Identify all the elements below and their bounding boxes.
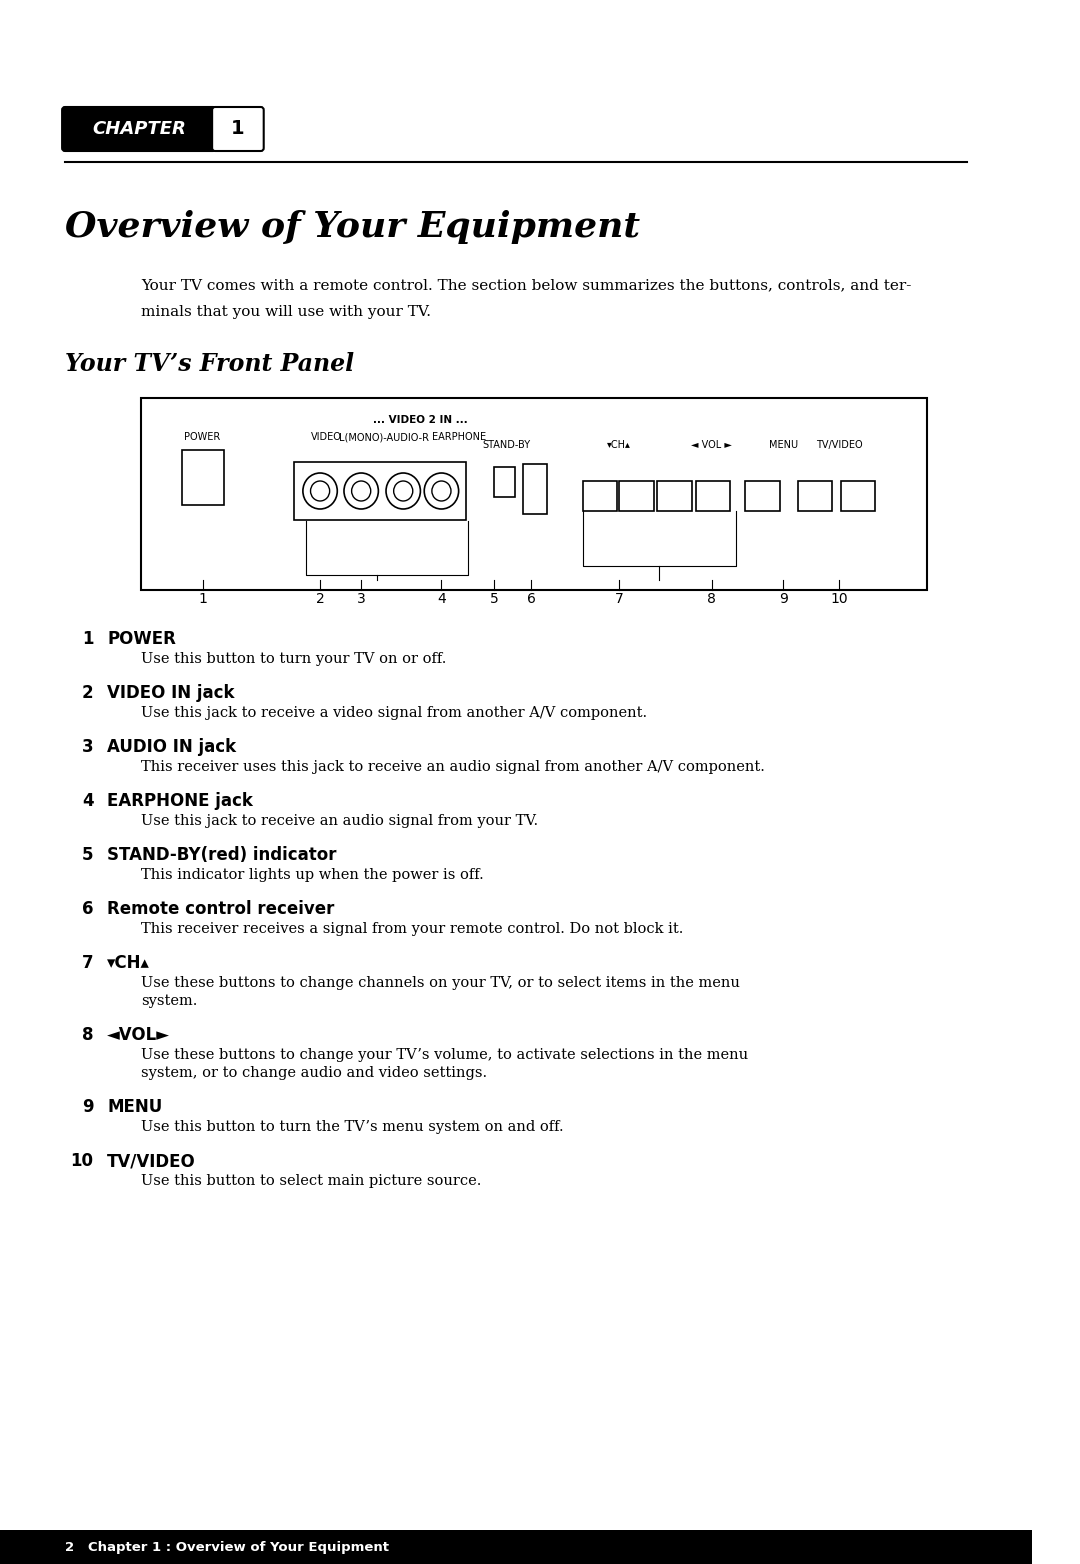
Text: 3: 3 (356, 593, 365, 605)
Text: 7: 7 (615, 593, 623, 605)
Text: Your TV’s Front Panel: Your TV’s Front Panel (65, 352, 354, 375)
Text: 6: 6 (527, 593, 536, 605)
Text: POWER: POWER (185, 432, 220, 443)
Text: system.: system. (141, 995, 198, 1009)
Bar (798, 482, 833, 511)
Text: This receiver uses this jack to receive an audio signal from another A/V compone: This receiver uses this jack to receive … (141, 760, 766, 774)
Text: minals that you will use with your TV.: minals that you will use with your TV. (141, 305, 431, 319)
Text: 7: 7 (82, 954, 94, 971)
Text: AUDIO IN jack: AUDIO IN jack (107, 738, 237, 755)
Text: STAND-BY(red) indicator: STAND-BY(red) indicator (107, 846, 337, 863)
Text: ... VIDEO 2 IN ...: ... VIDEO 2 IN ... (373, 414, 468, 425)
Text: 4: 4 (437, 593, 446, 605)
Text: ◄ VOL ►: ◄ VOL ► (691, 439, 732, 450)
Text: Use these buttons to change channels on your TV, or to select items in the menu: Use these buttons to change channels on … (141, 976, 740, 990)
Bar (141, 397, 927, 590)
Text: 8: 8 (82, 1026, 94, 1045)
Text: This indicator lights up when the power is off.: This indicator lights up when the power … (141, 868, 484, 882)
Bar (841, 482, 875, 511)
Circle shape (432, 482, 451, 500)
Text: TV/VIDEO: TV/VIDEO (815, 439, 862, 450)
Text: 2: 2 (315, 593, 324, 605)
Text: 1: 1 (82, 630, 94, 647)
Text: 9: 9 (779, 593, 788, 605)
Text: 5: 5 (82, 846, 94, 863)
Text: Use this button to turn the TV’s menu system on and off.: Use this button to turn the TV’s menu sy… (141, 1120, 564, 1134)
Bar (523, 465, 548, 515)
Bar (658, 482, 692, 511)
Text: Use this jack to receive a video signal from another A/V component.: Use this jack to receive a video signal … (141, 705, 648, 719)
Text: 1: 1 (231, 119, 245, 139)
Text: Your TV comes with a remote control. The section below summarizes the buttons, c: Your TV comes with a remote control. The… (141, 278, 912, 292)
Text: 10: 10 (70, 1153, 94, 1170)
Text: ▾CH▴: ▾CH▴ (607, 439, 631, 450)
Text: Remote control receiver: Remote control receiver (107, 899, 335, 918)
FancyBboxPatch shape (63, 106, 216, 152)
Circle shape (386, 472, 420, 508)
Text: 2: 2 (82, 683, 94, 702)
Text: 3: 3 (82, 738, 94, 755)
Text: VIDEO: VIDEO (311, 432, 342, 443)
Text: Use these buttons to change your TV’s volume, to activate selections in the menu: Use these buttons to change your TV’s vo… (141, 1048, 748, 1062)
Circle shape (343, 472, 378, 508)
Circle shape (394, 482, 413, 500)
Bar (0, 1530, 1031, 1564)
Text: Overview of Your Equipment: Overview of Your Equipment (65, 210, 640, 244)
Circle shape (302, 472, 337, 508)
Text: ◄VOL►: ◄VOL► (107, 1026, 170, 1045)
Bar (181, 450, 224, 505)
Text: MENU: MENU (769, 439, 798, 450)
FancyBboxPatch shape (212, 106, 264, 152)
Text: system, or to change audio and video settings.: system, or to change audio and video set… (141, 1067, 487, 1081)
Bar (696, 482, 730, 511)
Text: EARPHONE: EARPHONE (432, 432, 486, 443)
Text: Use this button to turn your TV on or off.: Use this button to turn your TV on or of… (141, 652, 447, 666)
Circle shape (352, 482, 370, 500)
Bar (583, 482, 618, 511)
Text: ▾CH▴: ▾CH▴ (107, 954, 150, 971)
Bar (619, 482, 653, 511)
Text: TV/VIDEO: TV/VIDEO (107, 1153, 195, 1170)
Circle shape (424, 472, 459, 508)
Text: CHAPTER: CHAPTER (92, 120, 186, 138)
Bar (494, 468, 515, 497)
Text: STAND-BY: STAND-BY (483, 439, 530, 450)
Text: POWER: POWER (107, 630, 176, 647)
Bar (745, 482, 780, 511)
Text: Use this jack to receive an audio signal from your TV.: Use this jack to receive an audio signal… (141, 813, 539, 827)
Circle shape (311, 482, 329, 500)
Text: 10: 10 (831, 593, 848, 605)
Text: 6: 6 (82, 899, 94, 918)
Text: 5: 5 (489, 593, 498, 605)
Text: 1: 1 (198, 593, 207, 605)
Text: VIDEO IN jack: VIDEO IN jack (107, 683, 234, 702)
Text: EARPHONE jack: EARPHONE jack (107, 791, 253, 810)
Text: MENU: MENU (107, 1098, 162, 1117)
Text: L(MONO)-AUDIO-R: L(MONO)-AUDIO-R (339, 432, 429, 443)
Text: 8: 8 (707, 593, 716, 605)
Bar (294, 461, 467, 519)
Text: Use this button to select main picture source.: Use this button to select main picture s… (141, 1175, 482, 1189)
Text: 9: 9 (82, 1098, 94, 1117)
Text: This receiver receives a signal from your remote control. Do not block it.: This receiver receives a signal from you… (141, 923, 684, 935)
Text: 4: 4 (82, 791, 94, 810)
Text: 2   Chapter 1 : Overview of Your Equipment: 2 Chapter 1 : Overview of Your Equipment (65, 1541, 389, 1553)
